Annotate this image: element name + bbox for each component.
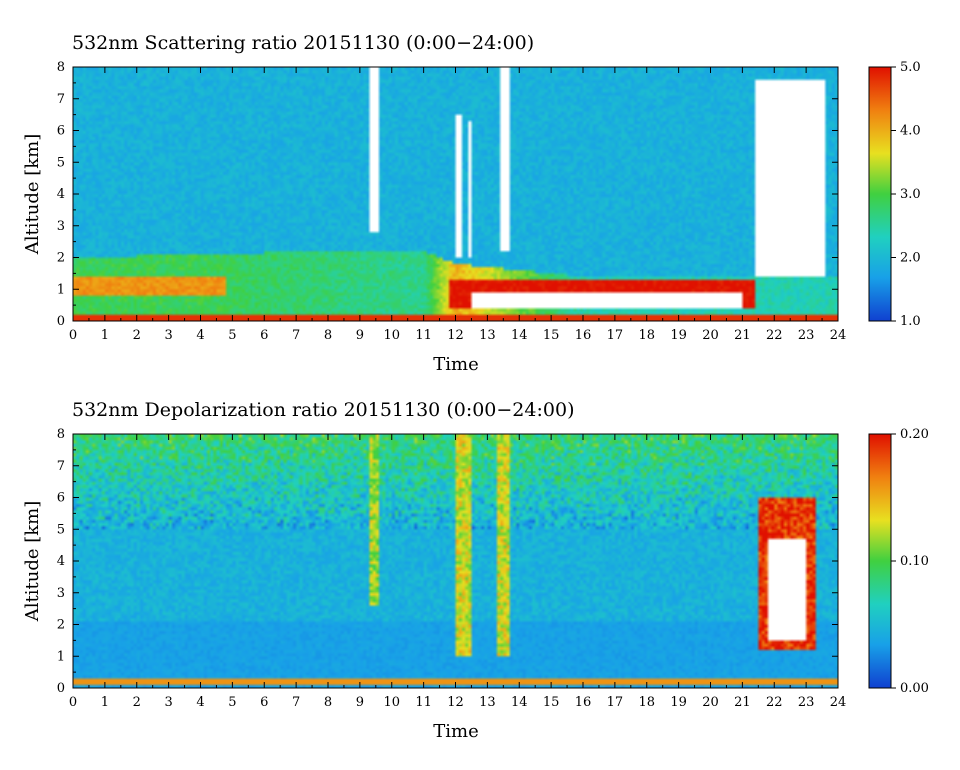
x-tick-label: 2 (133, 695, 141, 710)
colorbar-tick-label: 3.0 (900, 187, 921, 202)
heatmap-image (73, 67, 838, 321)
x-tick-label: 3 (164, 695, 172, 710)
scattering-ratio-panel: 532nm Scattering ratio 20151130 (0:00−24… (22, 32, 921, 375)
x-tick-label: 15 (543, 695, 560, 710)
y-tick-label: 0 (57, 681, 65, 696)
x-tick-label: 14 (511, 695, 528, 710)
x-tick-label: 19 (670, 695, 687, 710)
x-tick-label: 5 (228, 695, 236, 710)
y-tick-label: 4 (57, 187, 65, 202)
x-tick-label: 4 (196, 695, 204, 710)
colorbar-gradient (868, 433, 892, 689)
x-tick-label: 14 (511, 328, 528, 343)
x-tick-label: 24 (830, 328, 847, 343)
x-tick-label: 1 (101, 695, 109, 710)
x-tick-label: 11 (415, 695, 432, 710)
x-tick-label: 11 (415, 328, 432, 343)
x-tick-label: 10 (383, 328, 400, 343)
colorbar-tick-label: 0.10 (900, 554, 929, 569)
x-tick-label: 15 (543, 328, 560, 343)
y-tick-label: 2 (57, 618, 65, 633)
y-tick-label: 2 (57, 251, 65, 266)
axes: 0 1 2 3 4 5 6 7 8 9 10 11 12 13 14 15 16 17 18 19 20 21 22 23 24… (57, 60, 847, 343)
x-tick-label: 22 (766, 695, 783, 710)
x-tick-label: 1 (101, 328, 109, 343)
x-tick-label: 12 (447, 695, 464, 710)
x-tick-label: 10 (383, 695, 400, 710)
y-tick-label: 1 (57, 649, 65, 664)
x-tick-label: 19 (670, 328, 687, 343)
x-tick-label: 9 (356, 328, 364, 343)
x-tick-label: 21 (734, 328, 751, 343)
x-tick-label: 2 (133, 328, 141, 343)
colorbar: 1.0 2.0 3.0 4.0 5.0 (868, 60, 921, 329)
axes: 0 1 2 3 4 5 6 7 8 9 10 11 12 13 14 15 16 17 18 19 20 21 22 23 24… (57, 427, 847, 710)
depolarization-ratio-panel: 532nm Depolarization ratio 20151130 (0:0… (22, 399, 929, 742)
colorbar-tick-label: 5.0 (900, 60, 921, 75)
y-tick-label: 3 (57, 586, 65, 601)
x-tick-label: 9 (356, 695, 364, 710)
y-tick-label: 6 (57, 124, 65, 139)
x-tick-label: 8 (324, 695, 332, 710)
y-axis-label: Altitude [km] (22, 501, 43, 623)
y-tick-label: 8 (57, 427, 65, 442)
colorbar-tick-label: 2.0 (900, 251, 921, 266)
x-tick-label: 0 (69, 695, 77, 710)
x-axis-label: Time (433, 354, 478, 375)
x-tick-label: 8 (324, 328, 332, 343)
chart-title: 532nm Depolarization ratio 20151130 (0:0… (72, 399, 574, 421)
y-tick-label: 7 (57, 92, 65, 107)
heatmap-image (73, 434, 838, 688)
y-tick-label: 1 (57, 282, 65, 297)
colorbar-tick-label: 0.20 (900, 427, 929, 442)
colorbar-tick-label: 0.00 (900, 681, 929, 696)
x-tick-label: 18 (638, 328, 655, 343)
x-tick-label: 7 (292, 695, 300, 710)
y-tick-label: 7 (57, 459, 65, 474)
y-tick-label: 5 (57, 522, 65, 537)
x-tick-label: 22 (766, 328, 783, 343)
x-tick-label: 17 (607, 695, 624, 710)
x-tick-label: 23 (798, 695, 815, 710)
x-tick-label: 7 (292, 328, 300, 343)
colorbar-tick-label: 4.0 (900, 124, 921, 139)
colorbar: 0.00 0.10 0.20 (868, 427, 929, 696)
x-axis-label: Time (433, 721, 478, 742)
colorbar-tick-label: 1.0 (900, 314, 921, 329)
x-tick-label: 20 (702, 328, 719, 343)
x-tick-label: 17 (607, 328, 624, 343)
x-tick-label: 16 (575, 328, 592, 343)
x-tick-label: 6 (260, 695, 268, 710)
x-tick-label: 4 (196, 328, 204, 343)
heatmap-plot-area (73, 67, 838, 321)
y-tick-label: 0 (57, 314, 65, 329)
x-tick-label: 18 (638, 695, 655, 710)
x-tick-label: 0 (69, 328, 77, 343)
x-tick-label: 23 (798, 328, 815, 343)
colorbar-gradient (868, 66, 892, 322)
x-tick-label: 13 (479, 328, 496, 343)
x-tick-label: 24 (830, 695, 847, 710)
x-tick-label: 3 (164, 328, 172, 343)
chart-title: 532nm Scattering ratio 20151130 (0:00−24… (72, 32, 534, 54)
y-tick-label: 4 (57, 554, 65, 569)
heatmap-plot-area (73, 434, 838, 688)
y-tick-label: 3 (57, 219, 65, 234)
x-tick-label: 12 (447, 328, 464, 343)
x-tick-label: 16 (575, 695, 592, 710)
x-tick-label: 21 (734, 695, 751, 710)
x-tick-label: 6 (260, 328, 268, 343)
y-tick-label: 8 (57, 60, 65, 75)
y-axis-label: Altitude [km] (22, 134, 43, 256)
x-tick-label: 20 (702, 695, 719, 710)
y-tick-label: 6 (57, 491, 65, 506)
x-tick-label: 5 (228, 328, 236, 343)
y-tick-label: 5 (57, 155, 65, 170)
x-tick-label: 13 (479, 695, 496, 710)
